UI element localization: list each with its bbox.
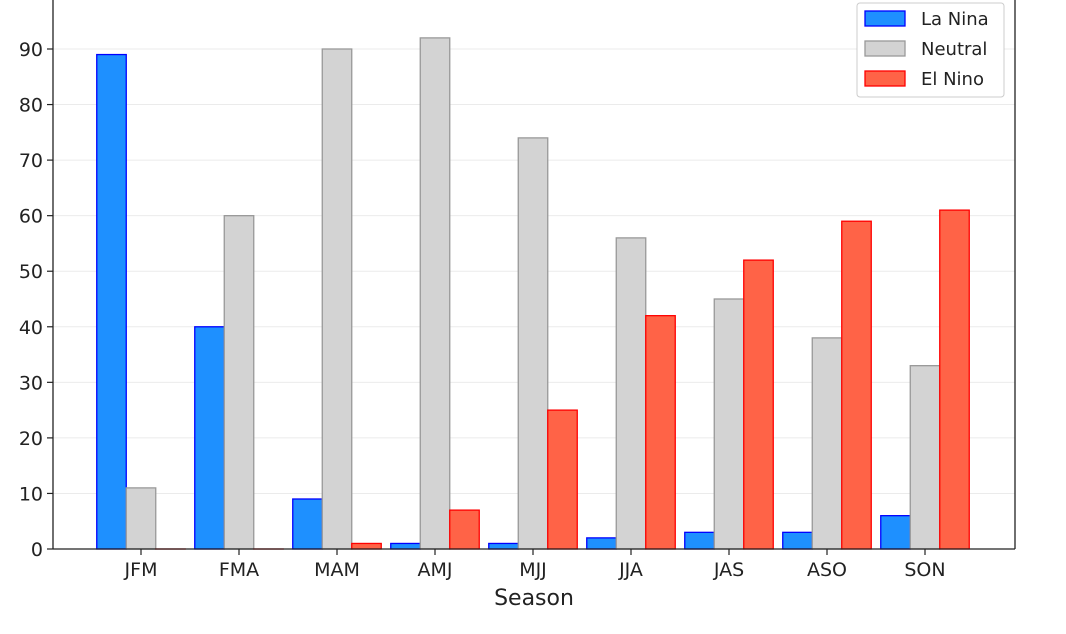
x-tick-label: MAM [314, 559, 360, 581]
bar-la-nina-mjj [489, 543, 519, 549]
x-tick-label: JAS [713, 559, 744, 581]
bar-neutral-jfm [126, 488, 156, 549]
y-tick-label: 20 [19, 428, 43, 450]
bar-la-nina-fma [195, 327, 225, 549]
bar-el-nino-jas [744, 260, 774, 549]
bar-el-nino-amj [450, 510, 480, 549]
x-tick-label: AMJ [418, 559, 453, 581]
legend-label: La Nina [921, 9, 989, 30]
x-tick-label: MJJ [519, 559, 547, 581]
bar-neutral-son [910, 366, 940, 549]
bar-la-nina-jas [685, 532, 715, 549]
bar-neutral-mjj [518, 138, 548, 549]
bar-el-nino-aso [842, 221, 872, 549]
x-tick-label: JFM [124, 559, 158, 581]
bar-neutral-amj [420, 38, 450, 549]
x-tick-label: FMA [219, 559, 259, 581]
x-tick-label: SON [904, 559, 945, 581]
legend-swatch [865, 11, 905, 26]
y-tick-label: 50 [19, 261, 43, 283]
y-tick-label: 40 [19, 317, 43, 339]
y-tick-label: 90 [19, 39, 43, 61]
bar-la-nina-amj [391, 543, 421, 549]
y-tick-label: 60 [19, 206, 43, 228]
y-tick-label: 80 [19, 95, 43, 117]
bar-la-nina-son [881, 516, 911, 549]
bar-la-nina-mam [293, 499, 323, 549]
y-tick-label: 0 [31, 539, 43, 561]
x-tick-label: ASO [807, 559, 847, 581]
x-tick-label: JJA [618, 559, 643, 581]
bar-neutral-fma [224, 216, 254, 549]
bar-la-nina-aso [783, 532, 813, 549]
y-tick-label: 70 [19, 150, 43, 172]
bar-neutral-jja [616, 238, 646, 549]
bar-neutral-aso [812, 338, 842, 549]
bar-el-nino-mjj [548, 410, 578, 549]
legend-label: El Nino [921, 69, 984, 90]
y-tick-label: 10 [19, 483, 43, 505]
bar-el-nino-mam [352, 543, 382, 549]
bars [97, 38, 970, 549]
legend-swatch [865, 41, 905, 56]
y-tick-label: 30 [19, 372, 43, 394]
legend-label: Neutral [921, 39, 987, 60]
bar-el-nino-son [940, 210, 970, 549]
x-axis-label: Season [494, 586, 574, 611]
legend-swatch [865, 71, 905, 86]
bar-la-nina-jfm [97, 55, 127, 549]
bar-neutral-jas [714, 299, 744, 549]
bar-el-nino-jja [646, 316, 676, 549]
bar-la-nina-jja [587, 538, 617, 549]
bar-neutral-mam [322, 49, 352, 549]
legend: La Nina Neutral El Nino [857, 3, 1004, 97]
